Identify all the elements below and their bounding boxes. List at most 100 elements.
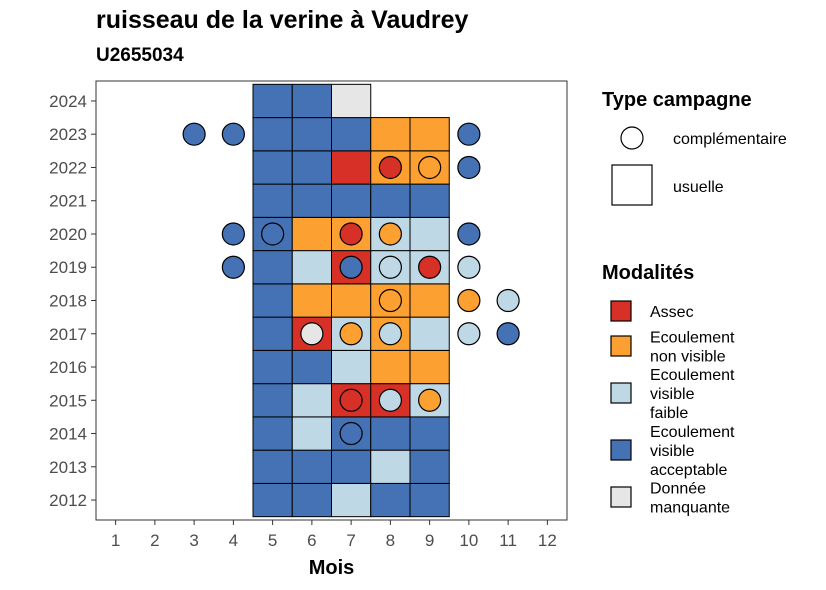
cell-2021-5	[252, 183, 293, 218]
cell-2023-9	[409, 117, 450, 152]
point-2015-9	[418, 388, 442, 412]
x-tick-label: 10	[459, 531, 478, 550]
legend-label-acceptable: Ecoulement visible acceptable	[650, 424, 735, 479]
cell-2012-5	[252, 482, 293, 518]
cell-2022-5	[252, 150, 293, 185]
y-tick-label: 2017	[49, 325, 87, 344]
cell-2016-7	[331, 349, 372, 385]
x-tick-label: 7	[346, 531, 355, 550]
legend-circle-icon	[620, 126, 644, 150]
cell-2015-6	[291, 383, 332, 418]
legend-label-manquante: Donnée manquante	[650, 481, 730, 517]
cell-2023-6	[291, 117, 332, 152]
cell-2023-8	[370, 117, 411, 152]
y-tick-label: 2013	[49, 458, 87, 477]
point-2019-9	[418, 255, 442, 279]
legend-swatch-acceptable	[610, 439, 632, 461]
cell-2016-8	[370, 349, 411, 385]
chart-title: ruisseau de la verine à Vaudrey	[96, 6, 469, 34]
cell-2019-5	[252, 250, 293, 285]
cell-2019-6	[291, 250, 332, 285]
legend-square-label: usuelle	[673, 179, 724, 196]
legend-label-faible: Ecoulement visible faible	[650, 367, 735, 422]
cell-2013-7	[331, 449, 372, 484]
chart-subtitle: U2655034	[96, 45, 184, 66]
point-2022-9	[418, 155, 442, 180]
cell-2023-7	[331, 117, 372, 152]
cell-2021-6	[291, 183, 332, 218]
usuelle-cells-layer	[252, 83, 450, 518]
x-tick-label: 9	[425, 531, 434, 550]
cell-2018-5	[252, 283, 293, 318]
x-tick-label: 12	[538, 531, 557, 550]
legend-label-nonvisible: Ecoulement non visible	[650, 330, 735, 366]
cell-2016-9	[409, 349, 450, 385]
cell-2020-6	[291, 216, 332, 252]
legend-shape-title: Type campagne	[602, 89, 752, 111]
point-2017-6	[300, 322, 324, 346]
point-2017-11	[496, 322, 520, 346]
x-tick-label: 4	[229, 531, 238, 550]
x-tick-label: 5	[268, 531, 277, 550]
cell-2018-9	[409, 283, 450, 318]
y-tick-label: 2018	[49, 292, 87, 311]
complementaire-points-layer	[182, 122, 520, 446]
cell-2024-5	[252, 83, 293, 119]
y-tick-label: 2012	[49, 491, 87, 510]
cell-2021-9	[409, 183, 450, 218]
axes-layer: 1 2 3 4 5 6 7 8 9 10 11 122012201320142015201620172…	[49, 92, 557, 579]
point-2017-8	[378, 322, 402, 346]
cell-2018-6	[291, 283, 332, 318]
cell-2012-9	[409, 482, 450, 518]
point-2018-10	[457, 288, 481, 313]
cell-2021-7	[331, 183, 372, 218]
cell-2014-5	[252, 416, 293, 451]
cell-2012-7	[331, 482, 372, 518]
point-2017-10	[457, 322, 481, 346]
y-tick-label: 2023	[49, 125, 87, 144]
legend-square-icon	[611, 164, 653, 206]
x-tick-label: 6	[307, 531, 316, 550]
point-2019-7	[339, 255, 363, 279]
legend-layer: Type campagne complémentaire usuelle Modali…	[602, 89, 787, 517]
point-2019-10	[457, 255, 481, 279]
point-2020-10	[457, 222, 481, 246]
point-2023-10	[457, 122, 481, 146]
cell-2023-5	[252, 117, 293, 152]
cell-2012-8	[370, 482, 411, 518]
x-tick-label: 1	[111, 531, 120, 550]
cell-2016-6	[291, 349, 332, 385]
y-tick-label: 2019	[49, 258, 87, 277]
cell-2014-6	[291, 416, 332, 451]
cell-2013-8	[370, 449, 411, 484]
x-tick-label: 8	[386, 531, 395, 550]
point-2020-5	[261, 222, 285, 246]
legend-swatch-faible	[610, 382, 632, 404]
cell-2012-6	[291, 482, 332, 518]
point-2022-10	[457, 155, 481, 180]
point-2018-11	[496, 288, 520, 313]
point-2018-8	[378, 288, 402, 313]
x-tick-label: 11	[499, 531, 517, 550]
y-tick-label: 2014	[49, 425, 87, 444]
x-tick-label: 3	[189, 531, 198, 550]
x-tick-label: 2	[150, 531, 159, 550]
legend-color-title: Modalités	[602, 262, 694, 284]
point-2020-8	[378, 222, 402, 246]
point-2020-4	[221, 222, 245, 246]
cell-2013-6	[291, 449, 332, 484]
point-2023-4	[221, 122, 245, 146]
cell-2022-6	[291, 150, 332, 185]
legend-swatch-manquante	[610, 486, 632, 508]
point-2020-7	[339, 222, 363, 246]
y-tick-label: 2020	[49, 225, 87, 244]
cell-2022-7	[331, 150, 372, 185]
cell-2017-9	[409, 316, 450, 351]
cell-2013-5	[252, 449, 293, 484]
cell-2017-5	[252, 316, 293, 351]
cell-2020-9	[409, 216, 450, 252]
point-2023-3	[182, 122, 206, 146]
y-tick-label: 2022	[49, 158, 87, 177]
legend-swatch-nonvisible	[610, 335, 632, 357]
